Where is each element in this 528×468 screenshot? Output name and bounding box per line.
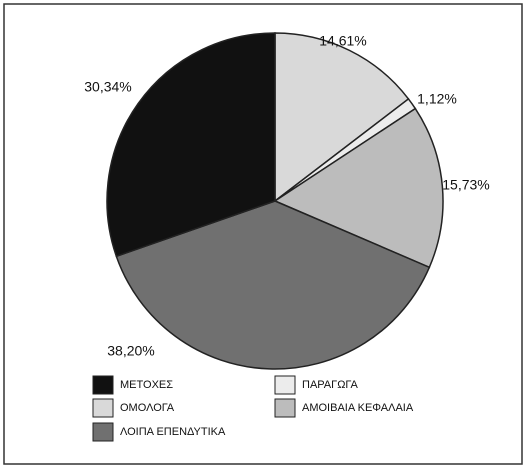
data-label: 14,61% <box>319 33 366 49</box>
legend-swatch <box>92 422 114 442</box>
pie-slice <box>273 107 444 269</box>
pie-slice <box>106 32 276 258</box>
legend-swatch <box>274 375 296 395</box>
data-label: 1,12% <box>417 91 457 107</box>
data-label: 30,34% <box>84 79 131 95</box>
pie-slice <box>274 32 410 203</box>
legend-swatch <box>92 375 114 395</box>
legend-label: ΟΜΟΛΟΓΑ <box>120 402 175 414</box>
legend-label: ΜΕΤΟΧΕΣ <box>120 379 173 391</box>
pie-slice <box>115 200 431 370</box>
data-label: 38,20% <box>107 343 154 359</box>
legend-label: ΠΑΡΑΓΩΓΑ <box>302 379 358 391</box>
legend-swatch <box>92 398 114 418</box>
data-label: 15,73% <box>442 177 489 193</box>
legend-label: ΑΜΟΙΒΑΙΑ ΚΕΦΑΛΑΙΑ <box>302 402 414 414</box>
legend-swatch <box>274 398 296 418</box>
legend-label: ΛΟΙΠΑ ΕΠΕΝΔΥΤΙΚΑ <box>120 426 226 438</box>
